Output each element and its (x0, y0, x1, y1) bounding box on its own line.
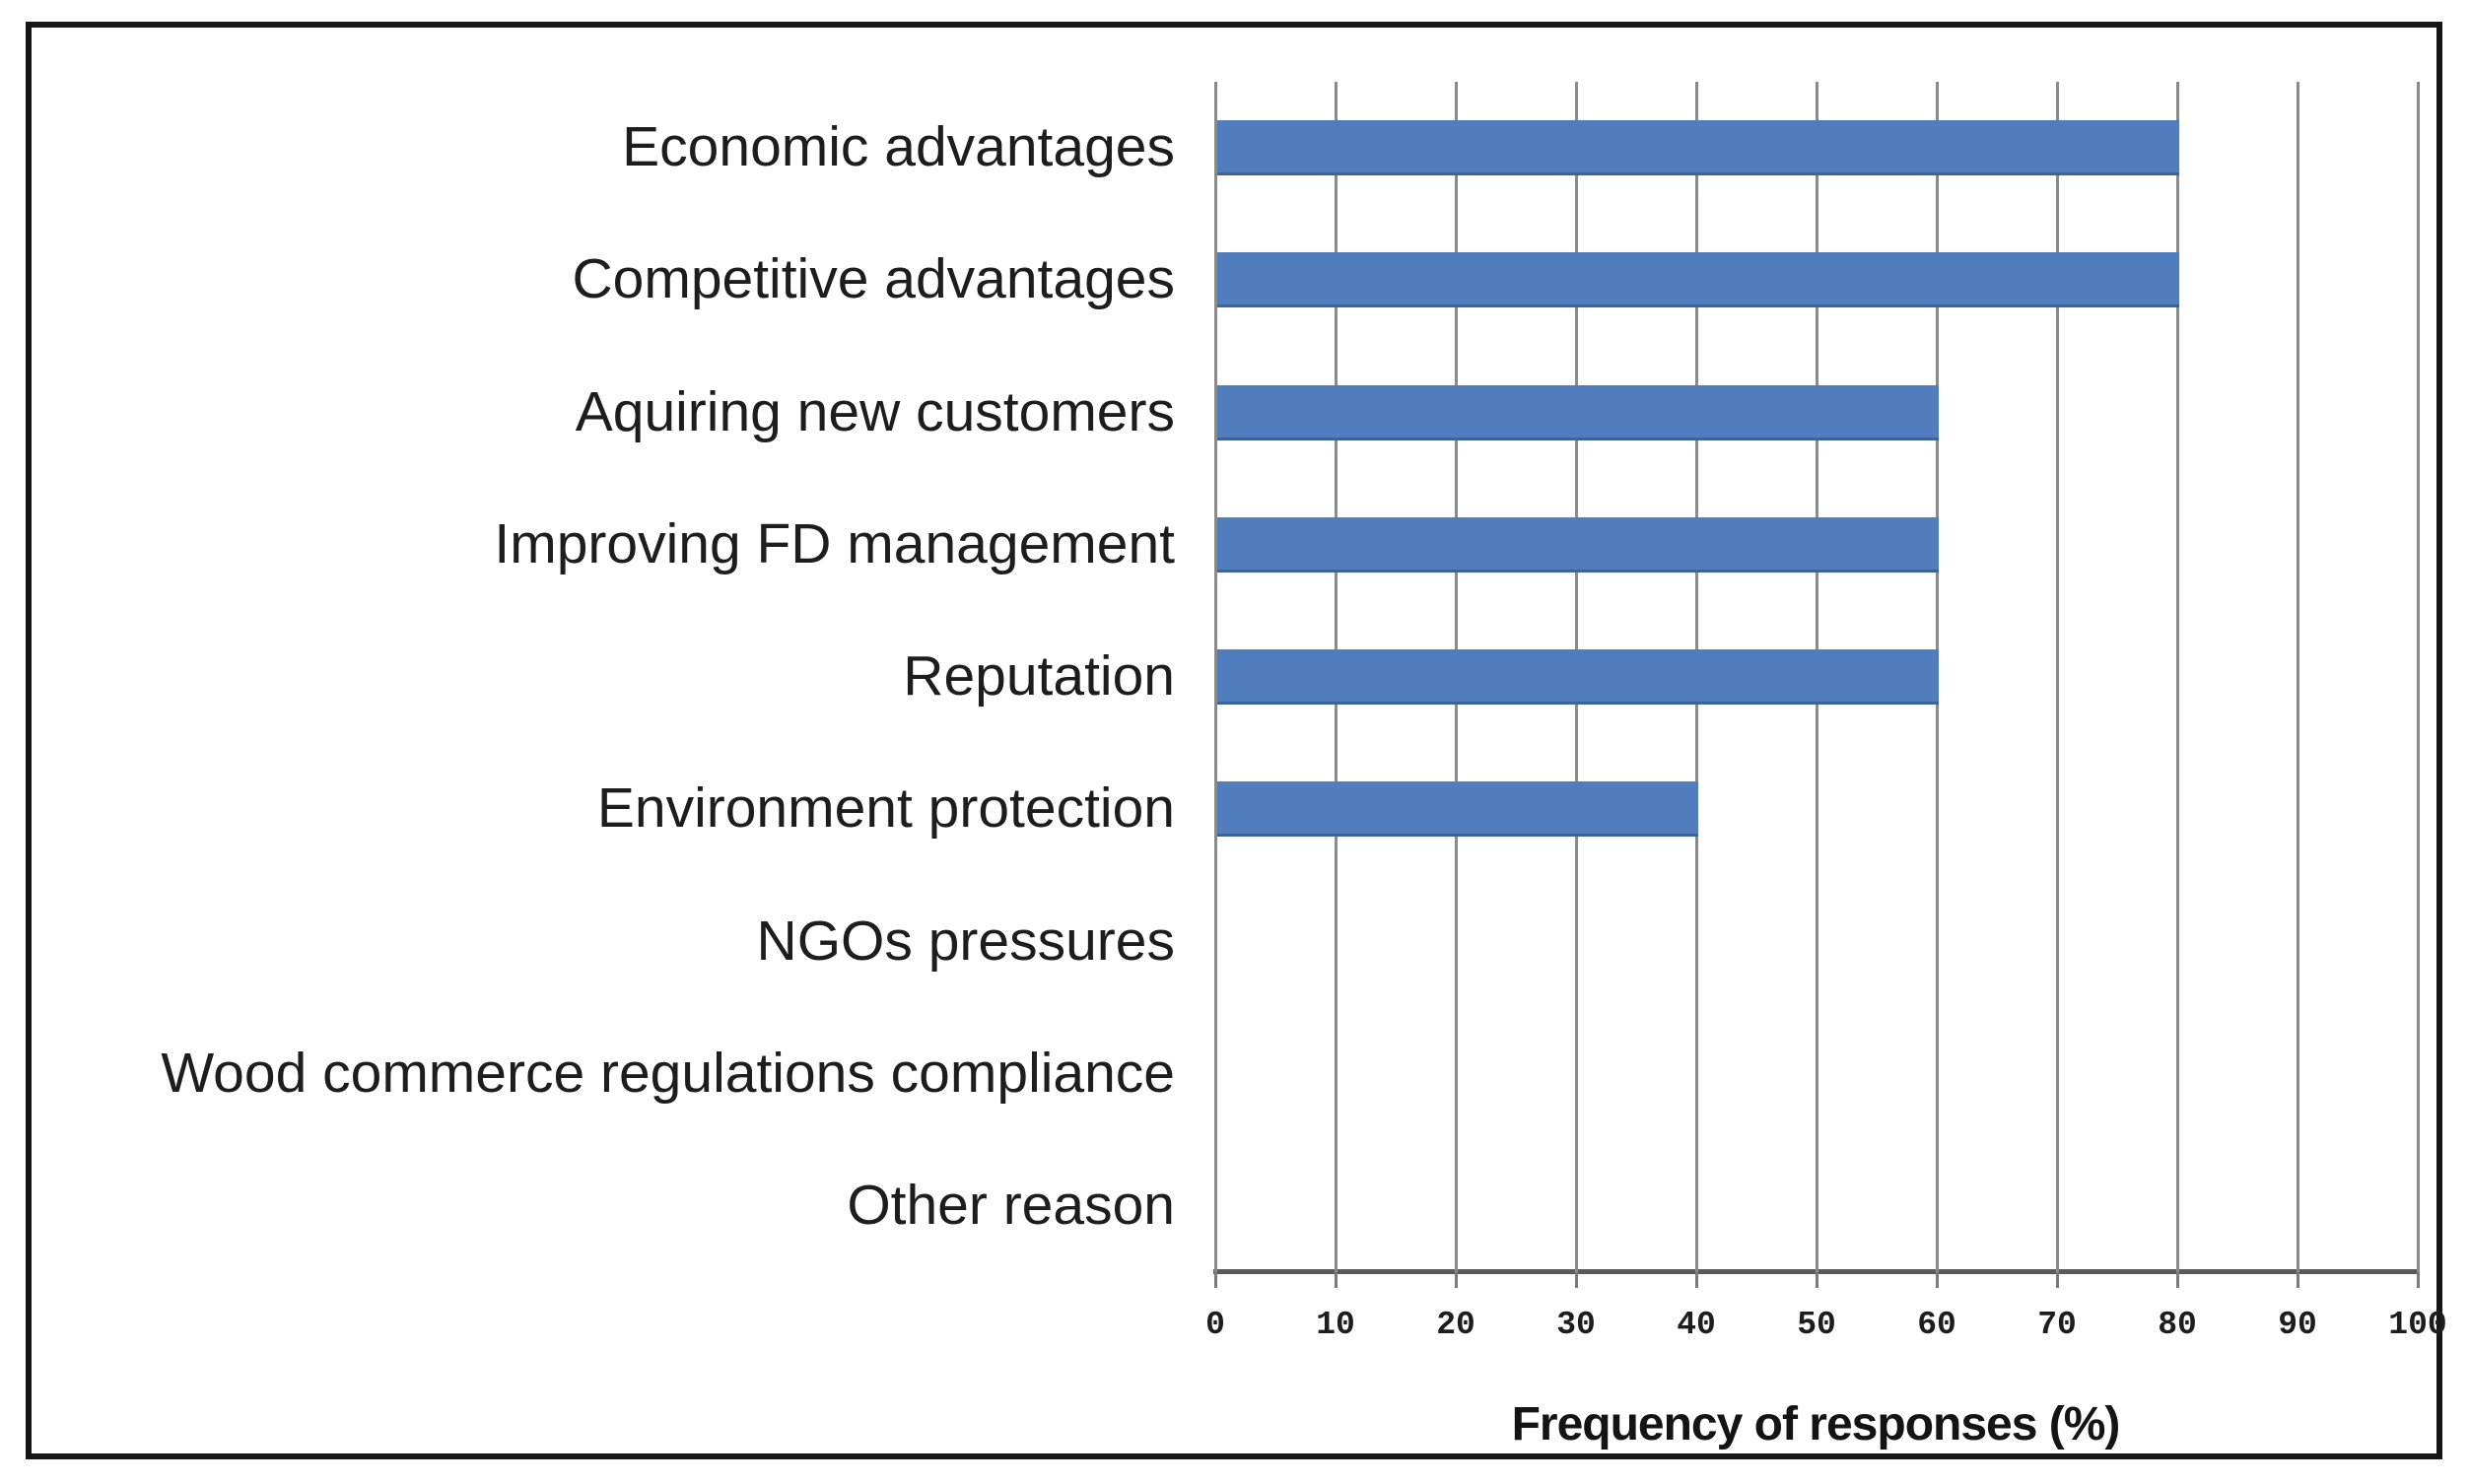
gridline (2176, 82, 2179, 1272)
category-label: Competitive advantages (572, 247, 1175, 311)
category-label: Reputation (903, 644, 1175, 708)
category-label: Economic advantages (622, 115, 1175, 179)
x-tick-label: 10 (1316, 1307, 1355, 1343)
category-label: Wood commerce regulations compliance (161, 1041, 1175, 1105)
x-tick-label: 40 (1677, 1307, 1716, 1343)
chart-plot-area (1213, 82, 2420, 1288)
x-axis-tick (1214, 1272, 1217, 1288)
gridline (1214, 82, 1217, 1272)
x-axis-title: Frequency of responses (%) (1511, 1398, 2121, 1450)
x-axis-tick (1816, 1272, 1818, 1288)
x-axis-tick (1575, 1272, 1578, 1288)
figure-frame: Economic advantages Competitive advantage… (26, 22, 2447, 1459)
x-tick-label: 0 (1205, 1307, 1225, 1343)
x-tick-label: 100 (2388, 1307, 2447, 1343)
bar (1217, 517, 1939, 573)
x-axis-tick (1936, 1272, 1939, 1288)
x-tick-label: 90 (2278, 1307, 2317, 1343)
category-label: NGOs pressures (756, 909, 1175, 973)
x-tick-label: 50 (1797, 1307, 1836, 1343)
x-axis-tick (1695, 1272, 1698, 1288)
bar (1217, 781, 1698, 837)
gridline (2056, 82, 2059, 1272)
x-tick-label: 70 (2037, 1307, 2077, 1343)
x-axis-tick (1455, 1272, 1458, 1288)
bar (1217, 649, 1939, 705)
category-label: Improving FD management (494, 511, 1175, 575)
x-axis-tick (2176, 1272, 2179, 1288)
x-tick-label: 30 (1556, 1307, 1596, 1343)
bar (1217, 252, 2179, 307)
x-axis-tick (2417, 1272, 2420, 1288)
gridline (2297, 82, 2299, 1272)
category-label: Other reason (847, 1173, 1175, 1237)
x-axis-tick (2056, 1272, 2059, 1288)
category-labels: Economic advantages Competitive advantage… (76, 82, 1175, 1272)
category-label: Environment protection (596, 776, 1175, 841)
x-tick-label: 80 (2158, 1307, 2197, 1343)
x-tick-label: 20 (1436, 1307, 1475, 1343)
category-label: Aquiring new customers (575, 379, 1175, 443)
x-tick-label: 60 (1917, 1307, 1956, 1343)
x-axis-tick (2297, 1272, 2299, 1288)
gridline (2417, 82, 2420, 1272)
x-axis-tick (1335, 1272, 1338, 1288)
bar (1217, 120, 2179, 175)
bar (1217, 385, 1939, 440)
